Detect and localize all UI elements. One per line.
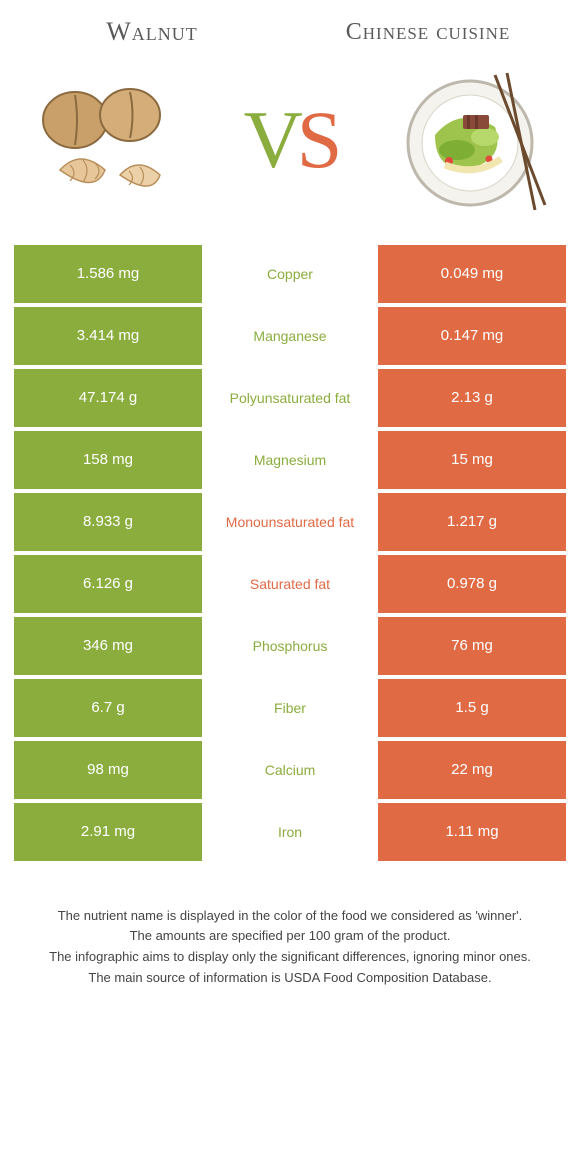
nutrient-row: 346 mgPhosphorus76 mg [14,617,566,675]
nutrient-name: Copper [202,245,378,303]
nutrient-row: 1.586 mgCopper0.049 mg [14,245,566,303]
right-value: 22 mg [378,741,566,799]
footer-line-3: The infographic aims to display only the… [34,948,546,967]
left-value: 8.933 g [14,493,202,551]
nutrient-row: 158 mgMagnesium15 mg [14,431,566,489]
title-right: Chinese cuisine [290,19,566,45]
title-left: Walnut [14,18,290,47]
left-value: 6.7 g [14,679,202,737]
nutrient-name: Saturated fat [202,555,378,613]
hero-row: VS [20,65,560,215]
right-value: 0.147 mg [378,307,566,365]
nutrient-row: 2.91 mgIron1.11 mg [14,803,566,861]
chinese-cuisine-image [380,65,560,215]
right-value: 0.978 g [378,555,566,613]
footer-line-2: The amounts are specified per 100 gram o… [34,927,546,946]
vs-v: V [244,94,297,185]
nutrient-name: Magnesium [202,431,378,489]
nutrient-name: Iron [202,803,378,861]
nutrient-row: 6.126 gSaturated fat0.978 g [14,555,566,613]
footer-notes: The nutrient name is displayed in the co… [14,907,566,988]
right-value: 2.13 g [378,369,566,427]
left-value: 1.586 mg [14,245,202,303]
footer-line-1: The nutrient name is displayed in the co… [34,907,546,926]
nutrient-name: Fiber [202,679,378,737]
left-value: 2.91 mg [14,803,202,861]
left-value: 346 mg [14,617,202,675]
nutrient-row: 3.414 mgManganese0.147 mg [14,307,566,365]
nutrient-row: 6.7 gFiber1.5 g [14,679,566,737]
nutrient-table: 1.586 mgCopper0.049 mg3.414 mgManganese0… [14,245,566,861]
walnut-image [20,65,200,215]
nutrient-name: Calcium [202,741,378,799]
header: Walnut Chinese cuisine [14,18,566,47]
nutrient-row: 47.174 gPolyunsaturated fat2.13 g [14,369,566,427]
nutrient-name: Phosphorus [202,617,378,675]
nutrient-row: 98 mgCalcium22 mg [14,741,566,799]
nutrient-row: 8.933 gMonounsaturated fat1.217 g [14,493,566,551]
left-value: 3.414 mg [14,307,202,365]
left-value: 158 mg [14,431,202,489]
footer-line-4: The main source of information is USDA F… [34,969,546,988]
vs-label: VS [244,99,337,181]
right-value: 15 mg [378,431,566,489]
vs-s: S [297,94,337,185]
left-value: 98 mg [14,741,202,799]
left-value: 6.126 g [14,555,202,613]
nutrient-name: Manganese [202,307,378,365]
right-value: 0.049 mg [378,245,566,303]
nutrient-name: Monounsaturated fat [202,493,378,551]
right-value: 76 mg [378,617,566,675]
right-value: 1.11 mg [378,803,566,861]
left-value: 47.174 g [14,369,202,427]
right-value: 1.5 g [378,679,566,737]
nutrient-name: Polyunsaturated fat [202,369,378,427]
right-value: 1.217 g [378,493,566,551]
